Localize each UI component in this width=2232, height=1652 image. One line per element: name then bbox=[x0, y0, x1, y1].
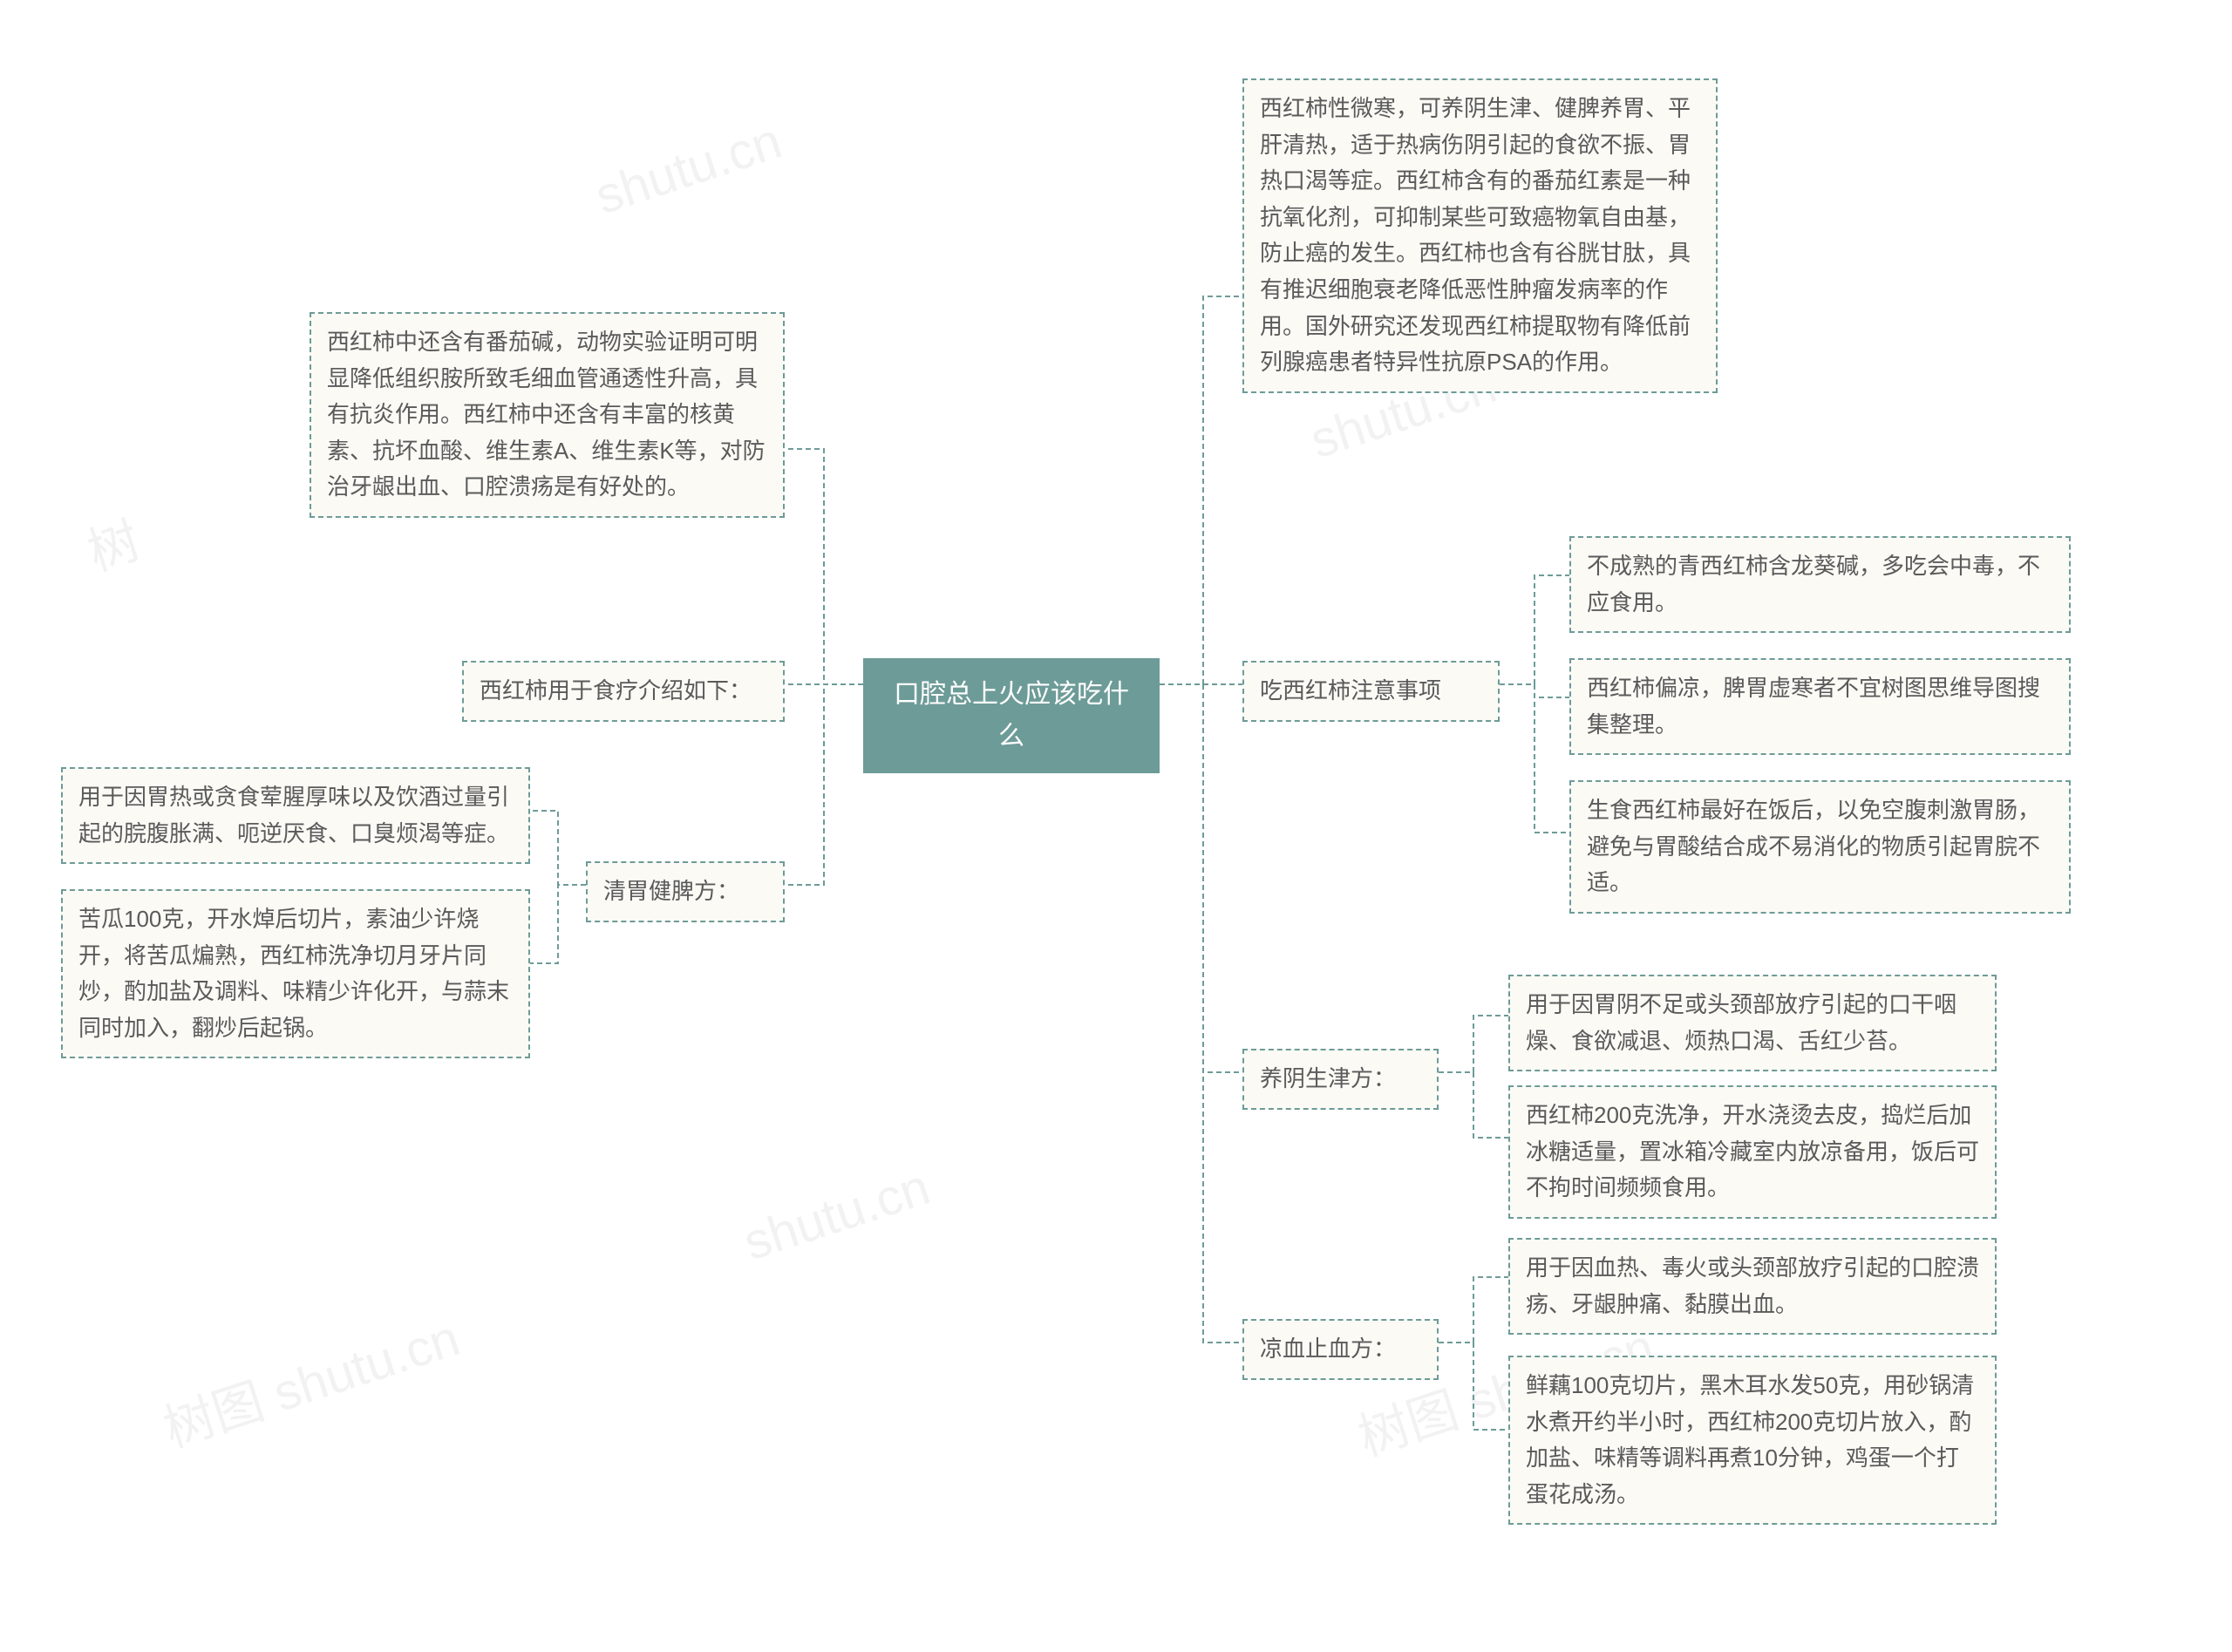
right-node-yangyin-b: 西红柿200克洗净，开水浇烫去皮，捣烂后加冰糖适量，置冰箱冷藏室内放凉备用，饭后… bbox=[1508, 1085, 1997, 1219]
right-node-liangxue-b: 鲜藕100克切片，黑木耳水发50克，用砂锅清水煮开约半小时，西红柿200克切片放… bbox=[1508, 1356, 1997, 1525]
right-node-yangyin-a: 用于因胃阴不足或头颈部放疗引起的口干咽燥、食欲减退、烦热口渴、舌红少苔。 bbox=[1508, 975, 1997, 1071]
right-node-liangxue-a: 用于因血热、毒火或头颈部放疗引起的口腔溃疡、牙龈肿痛、黏膜出血。 bbox=[1508, 1238, 1997, 1335]
right-node-yangyin-label: 养阴生津方： bbox=[1242, 1049, 1439, 1110]
left-node-usage-label: 西红柿用于食疗介绍如下： bbox=[462, 661, 785, 722]
watermark: shutu.cn bbox=[589, 112, 788, 226]
left-node-qingwei-a: 用于因胃热或贪食荤腥厚味以及饮酒过量引起的脘腹胀满、呃逆厌食、口臭烦渴等症。 bbox=[61, 767, 530, 864]
right-node-caution-a: 不成熟的青西红柿含龙葵碱，多吃会中毒，不应食用。 bbox=[1569, 536, 2071, 633]
left-node-qingwei: 清胃健脾方： bbox=[586, 861, 785, 922]
right-node-liangxue-label: 凉血止血方： bbox=[1242, 1319, 1439, 1380]
left-node-qingwei-b: 苦瓜100克，开水焯后切片，素油少许烧开，将苦瓜煸熟，西红柿洗净切月牙片同炒，酌… bbox=[61, 889, 530, 1058]
watermark: shutu.cn bbox=[737, 1158, 936, 1272]
watermark: 树 bbox=[77, 500, 147, 585]
right-node-intro1: 西红柿性微寒，可养阴生津、健脾养胃、平肝清热，适于热病伤阴引起的食欲不振、胃热口… bbox=[1242, 78, 1718, 393]
right-node-caution-c: 生食西红柿最好在饭后，以免空腹刺激胃肠，避免与胃酸结合成不易消化的物质引起胃脘不… bbox=[1569, 780, 2071, 914]
left-node-intro2: 西红柿中还含有番茄碱，动物实验证明可明显降低组织胺所致毛细血管通透性升高，具有抗… bbox=[310, 312, 785, 518]
right-node-caution-b: 西红柿偏凉，脾胃虚寒者不宜树图思维导图搜集整理。 bbox=[1569, 658, 2071, 755]
watermark: 树图 shutu.cn bbox=[153, 1297, 467, 1461]
mindmap-root: 口腔总上火应该吃什么 bbox=[863, 658, 1160, 773]
right-node-caution-label: 吃西红柿注意事项 bbox=[1242, 661, 1500, 722]
